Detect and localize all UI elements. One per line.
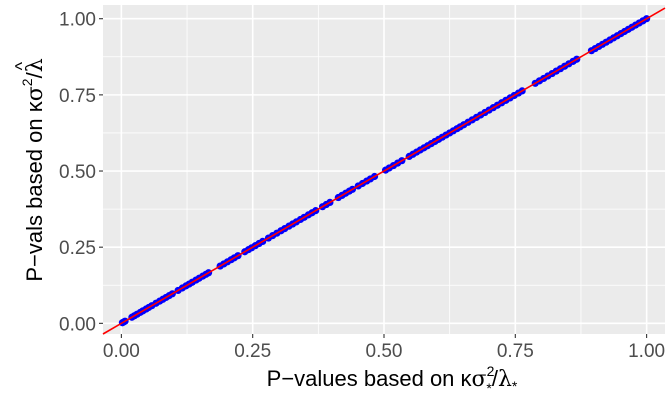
y-tick-label: 0.50	[59, 162, 96, 183]
y-tick-label: 0.75	[59, 86, 96, 107]
x-axis-title-subscript: *	[486, 380, 492, 396]
y-axis-title-slash: /	[22, 71, 47, 78]
x-axis-title-prefix: P−values based on κ	[267, 366, 473, 391]
reference-line	[102, 7, 666, 335]
y-tick-label: 0.00	[59, 314, 96, 335]
x-axis-title-superscript: 2	[487, 363, 495, 379]
x-axis-title-slash: /	[492, 366, 499, 391]
y-axis-title: P−vals based on κσ2/λ^	[12, 58, 48, 281]
x-tick-label: 0.25	[234, 341, 271, 362]
x-axis-title-sigma: σ	[472, 367, 487, 392]
x-tick-label: 0.75	[497, 341, 534, 362]
y-axis-title-sigma: σ	[23, 86, 48, 101]
y-axis-title-superscript: 2	[19, 78, 35, 86]
y-tick-label: 0.25	[59, 238, 96, 259]
y-axis-ticks: 0.00 0.25 0.50 0.75 1.00	[59, 10, 103, 335]
y-axis-title-prefix: P−vals based on κ	[22, 100, 47, 281]
x-tick-label: 0.00	[103, 341, 140, 362]
x-axis-title-lambda: λ	[498, 367, 512, 392]
x-tick-label: 0.50	[366, 341, 403, 362]
x-tick-label: 1.00	[628, 341, 665, 362]
y-tick-label: 1.00	[59, 10, 96, 31]
x-axis-ticks: 0.00 0.25 0.50 0.75 1.00	[103, 334, 665, 362]
x-axis-title-lambda-subscript: *	[512, 378, 518, 394]
y-axis-title-lambda: λ	[23, 58, 48, 72]
x-axis-title: P−values based on κσ2 */λ*	[267, 363, 518, 396]
y-axis-title-hat: ^	[12, 61, 32, 70]
